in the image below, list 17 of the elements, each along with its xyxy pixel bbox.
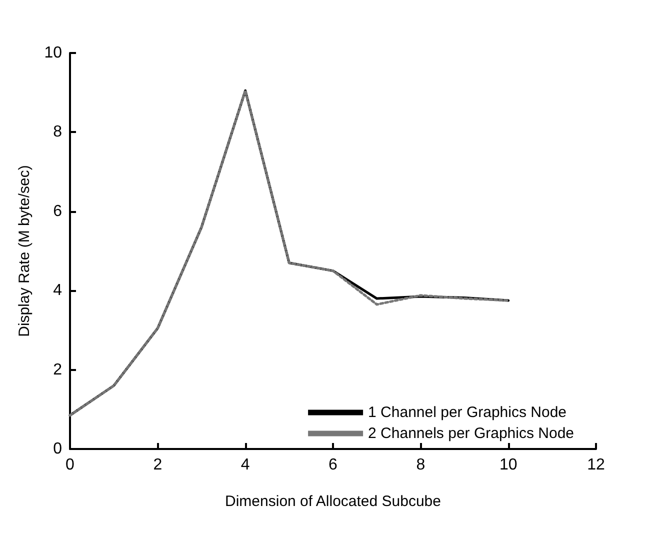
x-tick-label: 4 [240,456,250,474]
x-tick-label: 0 [66,456,75,474]
legend-label: 1 Channel per Graphics Node [368,404,567,421]
x-tick-label: 2 [153,456,162,474]
y-tick-label: 10 [44,44,62,62]
legend-label: 2 Channels per Graphics Node [368,425,574,442]
x-axis-title: Dimension of Allocated Subcube [225,493,441,510]
x-tick-label: 12 [587,456,605,474]
x-tick-label: 8 [416,456,426,474]
x-tick-label: 10 [499,456,518,474]
x-tick-label: 6 [328,456,338,474]
y-tick-label: 0 [53,440,62,458]
y-tick-label: 4 [53,282,62,300]
y-tick-label: 6 [53,202,62,220]
y-tick-label: 2 [53,361,62,378]
y-tick-label: 8 [53,124,62,141]
y-axis-title: Display Rate (M byte/sec) [16,165,33,337]
